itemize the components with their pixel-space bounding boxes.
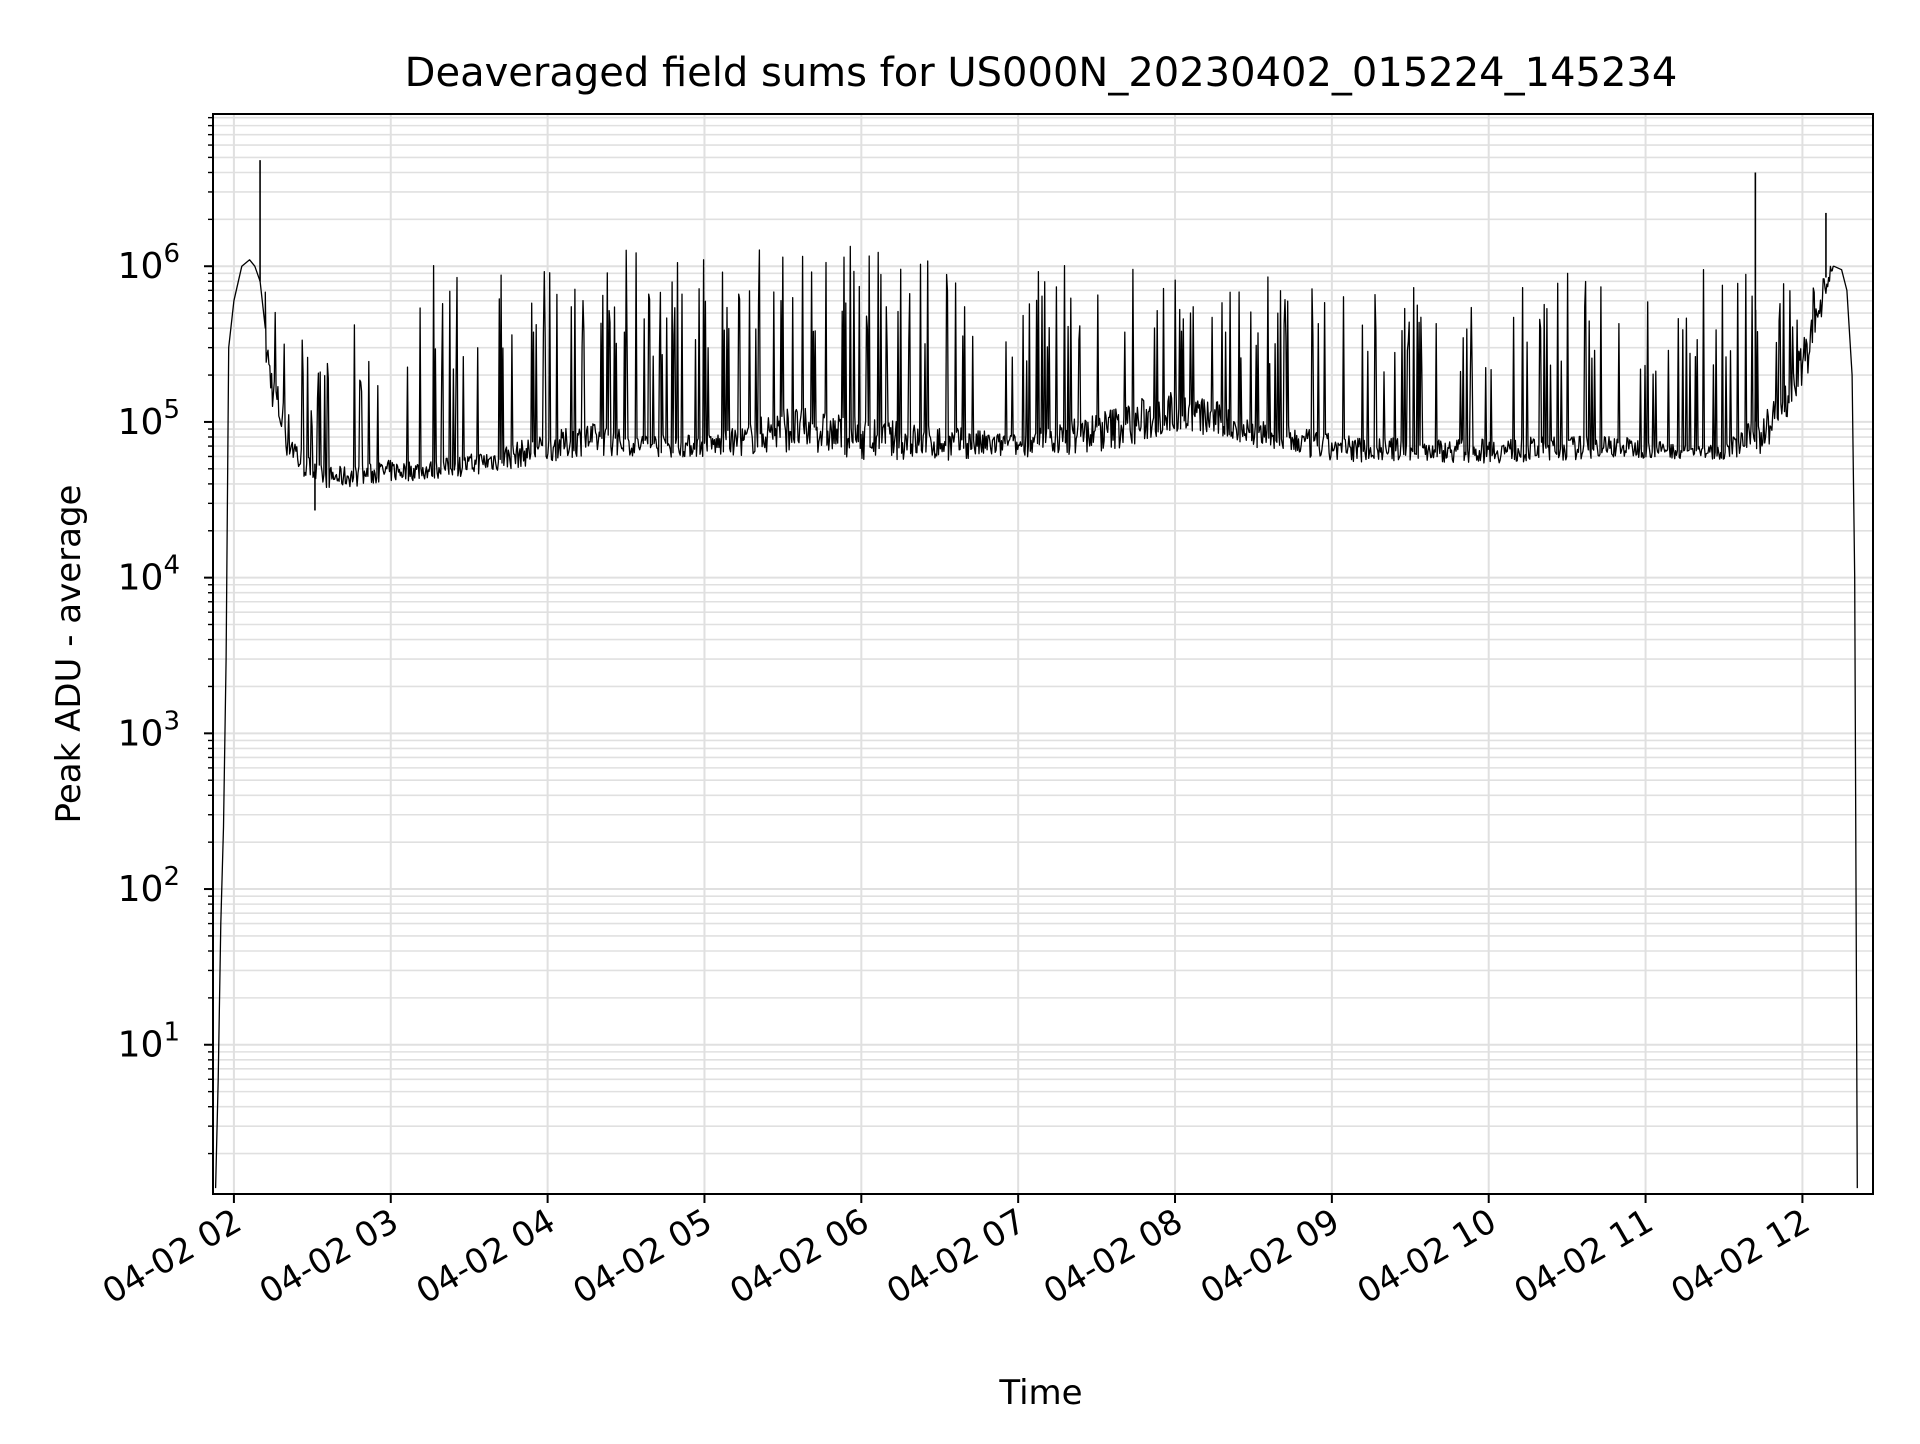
series-line [214, 245, 1858, 1189]
y-tick-label: 106 [118, 239, 180, 287]
y-tick-label: 103 [118, 706, 180, 754]
y-tick-label: 102 [118, 862, 180, 910]
plot-frame [212, 113, 1874, 1195]
data-layer [214, 160, 1858, 1189]
chart-title: Deaveraged field sums for US000N_2023040… [405, 50, 1678, 96]
y-axis-label: Peak ADU - average [49, 485, 89, 824]
x-axis-label: Time [998, 1373, 1082, 1413]
y-tick-label: 104 [118, 551, 180, 599]
y-tick-label: 105 [118, 395, 180, 443]
grid-lines [213, 114, 1873, 1194]
y-tick-label: 101 [118, 1018, 180, 1066]
